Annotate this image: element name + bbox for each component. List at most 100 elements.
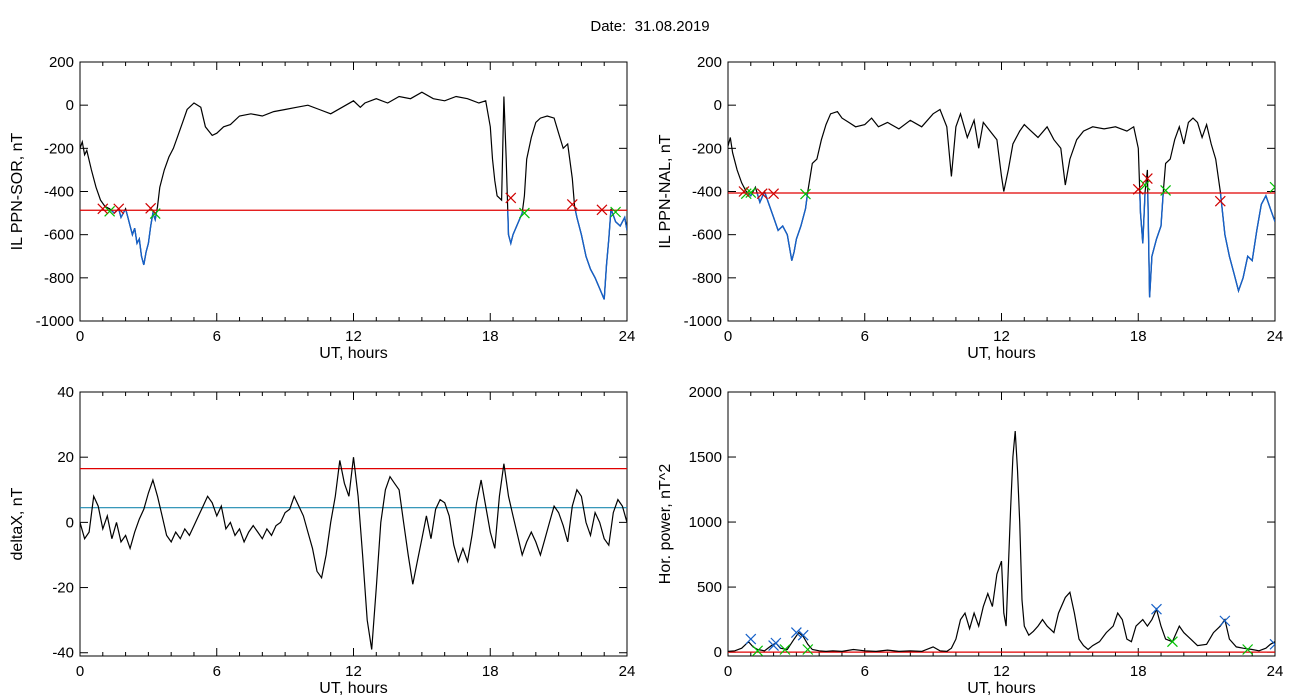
x-tick-label: 24 <box>1267 663 1284 680</box>
y-tick-label: 0 <box>714 97 722 114</box>
x-tick-label: 12 <box>993 328 1010 345</box>
series-line <box>80 91 627 300</box>
below-threshold-group <box>110 210 627 300</box>
y-tick-label: -200 <box>692 140 722 157</box>
marker-start <box>1160 184 1172 196</box>
y-tick-label: 20 <box>57 449 74 466</box>
marker-start <box>519 207 530 219</box>
x-tick-label: 6 <box>213 663 221 680</box>
y-tick-label: -200 <box>44 140 74 157</box>
chart-deltax: 0 6 12 18 24 40 20 0 -20 -40 UT, hours deltaX, nT <box>9 384 635 697</box>
plot-area <box>728 108 1275 298</box>
x-tick-label: 12 <box>345 328 362 345</box>
marker-end <box>97 203 109 215</box>
marker-start <box>800 188 811 200</box>
y-tick-label: 1500 <box>689 449 722 466</box>
marker-end <box>756 188 768 200</box>
x-axis-label: UT, hours <box>967 345 1035 362</box>
series-line-below-threshold <box>110 210 627 300</box>
chart-nal: 0 6 12 18 24 200 0 -200 -400 -600 -800 -1000 UT, hou… <box>657 54 1283 362</box>
plot-frame <box>727 391 1276 657</box>
y-tick-label: -20 <box>52 580 74 597</box>
plot-area <box>80 457 627 650</box>
x-tick-label: 24 <box>1267 328 1284 345</box>
x-axis-label: UT, hours <box>967 680 1035 697</box>
x-tick-label: 18 <box>482 663 499 680</box>
series-line-below-threshold <box>746 193 1275 298</box>
plot-frame <box>727 61 1276 322</box>
marker-end <box>1219 615 1231 627</box>
marker-end <box>113 203 125 215</box>
y-tick-label: -800 <box>44 270 74 287</box>
y-tick-label: -600 <box>692 227 722 244</box>
marker-start <box>1242 644 1254 655</box>
y-tick-label: -800 <box>692 270 722 287</box>
x-axis-label: UT, hours <box>319 680 387 697</box>
y-tick-label: -400 <box>44 184 74 201</box>
marker-start <box>779 644 791 655</box>
series-line <box>728 430 1275 653</box>
y-axis-label: IL PPN-SOR, nT <box>9 132 26 250</box>
y-tick-label: 1000 <box>689 514 722 531</box>
x-tick-label: 18 <box>1130 663 1147 680</box>
x-tick-label: 0 <box>724 328 732 345</box>
x-tick-label: 0 <box>76 663 84 680</box>
series-line <box>728 108 1275 298</box>
marker-end <box>566 199 578 210</box>
x-tick-label: 12 <box>345 663 362 680</box>
y-tick-label: 0 <box>66 97 74 114</box>
y-tick-label: 2000 <box>689 384 722 401</box>
x-axis-label: UT, hours <box>319 345 387 362</box>
marker-end <box>1151 603 1162 615</box>
plot-area <box>80 91 627 300</box>
y-axis-label: IL PPN-NAL, nT <box>657 134 674 248</box>
y-tick-label: -1000 <box>684 313 722 330</box>
y-tick-label: 200 <box>49 54 74 71</box>
y-tick-label: -600 <box>44 227 74 244</box>
x-tick-label: 24 <box>619 663 636 680</box>
y-axis-label: Hor. power, nT^2 <box>657 464 674 585</box>
marker-end <box>768 188 780 200</box>
marker-start <box>745 187 757 199</box>
below-threshold-group <box>746 193 1275 298</box>
plot-frame <box>79 391 628 657</box>
marker-end <box>770 637 782 649</box>
y-tick-label: -40 <box>52 645 74 662</box>
y-axis-label: deltaX, nT <box>9 487 26 560</box>
marker-end <box>1141 173 1153 184</box>
y-tick-label: 500 <box>697 579 722 596</box>
marker-start <box>1269 181 1275 193</box>
series-line <box>80 457 627 650</box>
x-tick-label: 24 <box>619 328 636 345</box>
marker-start <box>802 644 814 655</box>
marker-start <box>610 206 622 218</box>
marker-start <box>752 645 764 656</box>
y-tick-label: 200 <box>697 54 722 71</box>
chart-sor: 0 6 12 18 24 200 0 -200 -400 -600 -800 -1000 UT, hou… <box>9 54 635 362</box>
y-tick-label: 0 <box>66 514 74 531</box>
y-tick-label: 40 <box>57 384 74 401</box>
marker-end <box>596 204 608 216</box>
x-tick-label: 6 <box>861 663 869 680</box>
marker-start <box>104 205 116 217</box>
marker-end <box>1214 195 1226 207</box>
marker-end <box>145 202 157 214</box>
y-tick-label: 0 <box>714 644 722 661</box>
x-tick-label: 6 <box>861 328 869 345</box>
date-value: 31.08.2019 <box>634 18 710 35</box>
marker-start <box>1167 636 1178 648</box>
marker-end <box>1132 183 1144 195</box>
date-label: Date: <box>590 18 627 35</box>
marker-end <box>1269 638 1275 650</box>
x-tick-label: 12 <box>993 663 1010 680</box>
marker-end <box>505 192 517 204</box>
y-tick-label: -400 <box>692 184 722 201</box>
x-tick-label: 18 <box>482 328 499 345</box>
page-title: Date: 31.08.2019 <box>0 18 1300 35</box>
marker-start <box>1139 179 1151 191</box>
chart-power: 0 6 12 18 24 2000 1500 1000 500 0 UT, hours Hor. po… <box>657 384 1283 697</box>
x-tick-label: 0 <box>76 328 84 345</box>
plot-area <box>728 430 1275 656</box>
marker-end <box>790 627 802 639</box>
